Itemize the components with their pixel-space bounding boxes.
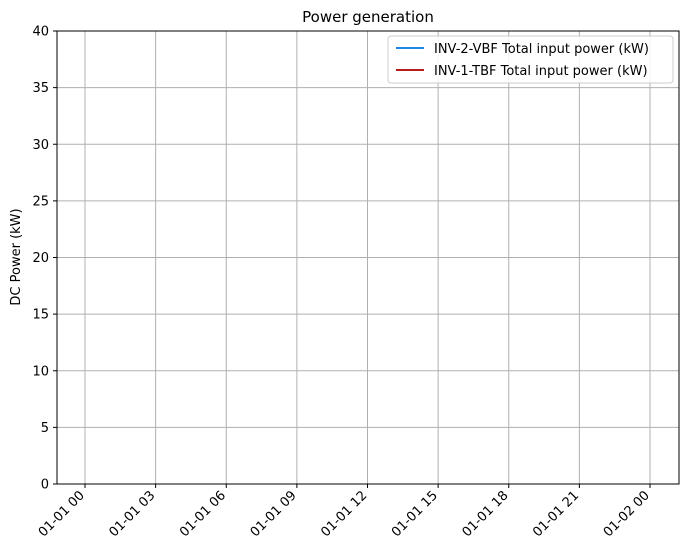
y-tick-label: 30 — [32, 138, 49, 153]
grid-lines — [57, 30, 679, 485]
y-tick-label: 15 — [32, 308, 49, 323]
legend: INV-2-VBF Total input power (kW) INV-1-T… — [387, 35, 674, 84]
y-tick-label: 35 — [32, 81, 49, 96]
y-tick-label: 10 — [32, 364, 49, 379]
legend-label-inv1-tbf: INV-1-TBF Total input power (kW) — [434, 64, 648, 79]
legend-box — [387, 35, 674, 84]
y-tick-label: 25 — [32, 194, 49, 209]
y-axis-ticks: 0 5 10 15 20 25 30 35 40 — [32, 25, 57, 493]
chart-title: Power generation — [302, 8, 434, 26]
y-tick-label: 20 — [32, 251, 49, 266]
y-tick-label: 40 — [32, 25, 49, 40]
y-axis-label: DC Power (kW) — [9, 208, 24, 305]
y-tick-label: 0 — [41, 478, 49, 493]
legend-label-inv2-vbf: INV-2-VBF Total input power (kW) — [434, 42, 649, 57]
y-tick-label: 5 — [41, 421, 49, 436]
